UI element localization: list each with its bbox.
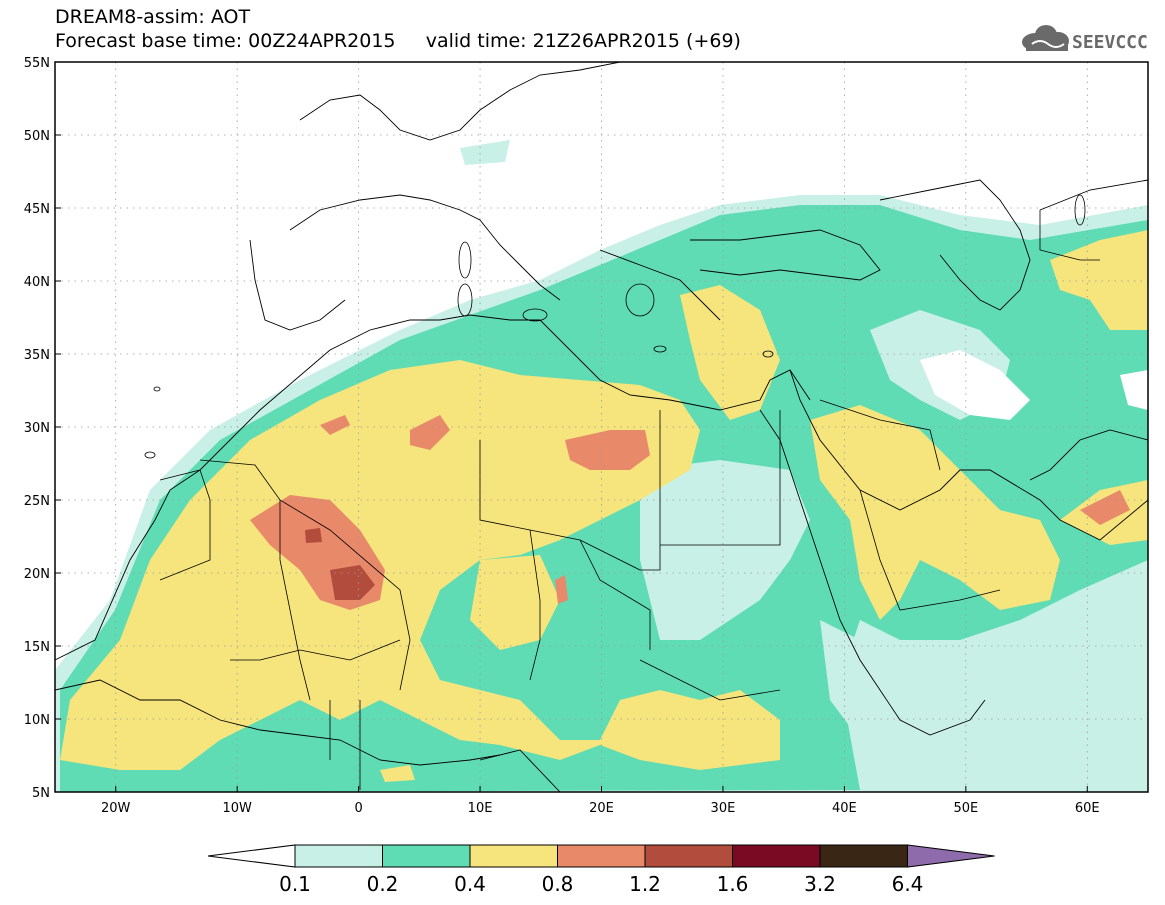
colorbar-level-label: 0.2 xyxy=(367,872,399,896)
lat-tick-label: 50N xyxy=(24,129,50,144)
colorbar-swatch xyxy=(732,844,821,868)
lat-tick-label: 5N xyxy=(32,786,50,801)
lat-tick-label: 10N xyxy=(24,713,50,728)
colorbar-level-label: 1.6 xyxy=(717,872,749,896)
colorbar-level-label: 0.4 xyxy=(454,872,486,896)
colorbar-swatch xyxy=(382,844,471,868)
lat-tick-label: 45N xyxy=(24,202,50,217)
colorbar-level-label: 0.1 xyxy=(279,872,311,896)
country-borders xyxy=(159,210,1100,790)
colorbar-swatch xyxy=(819,844,908,868)
colorbar-level-label: 3.2 xyxy=(804,872,836,896)
lon-tick-label: 60E xyxy=(1075,801,1100,816)
longitude-axis: 20W 10W 0 10E 20E 30E 40E 50E 60E xyxy=(101,786,1100,816)
lat-tick-label: 35N xyxy=(24,348,50,363)
lat-tick-label: 40N xyxy=(24,275,50,290)
colorbar-min-arrow xyxy=(207,844,296,868)
lat-tick-label: 15N xyxy=(24,640,50,655)
colorbar-swatch xyxy=(469,844,558,868)
map-title: DREAM8-assim: AOT xyxy=(55,6,251,28)
lon-tick-label: 20W xyxy=(101,801,131,816)
colorbar-swatch xyxy=(294,844,383,868)
colorbar-swatch xyxy=(557,844,646,868)
lon-tick-label: 0 xyxy=(354,801,362,816)
lat-tick-label: 30N xyxy=(24,421,50,436)
lon-tick-label: 50E xyxy=(953,801,978,816)
colorbar-swatch xyxy=(644,844,733,868)
islands xyxy=(144,194,1086,459)
lon-tick-label: 10E xyxy=(468,801,493,816)
lon-tick-label: 10W xyxy=(222,801,252,816)
coastlines xyxy=(55,62,1148,792)
map-plot-area xyxy=(55,62,1148,792)
lat-tick-label: 20N xyxy=(24,567,50,582)
colorbar-level-label: 0.8 xyxy=(542,872,574,896)
lon-tick-label: 20E xyxy=(589,801,614,816)
lon-tick-label: 30E xyxy=(711,801,736,816)
logo-text: SEEVCCC xyxy=(1072,32,1148,53)
graticule xyxy=(55,62,1148,792)
colorbar-level-label: 1.2 xyxy=(629,872,661,896)
lon-tick-label: 40E xyxy=(832,801,857,816)
latitude-axis: 55N 50N 45N 40N 35N 30N 25N 20N 15N 10N 5N xyxy=(24,56,61,801)
lat-tick-label: 55N xyxy=(24,56,50,71)
forecast-time-info: Forecast base time: 00Z24APR2015 valid t… xyxy=(55,30,741,52)
colorbar-level-label: 6.4 xyxy=(892,872,924,896)
colorbar-max-arrow xyxy=(907,844,995,868)
aot-band-1.2-1.6 xyxy=(305,528,375,600)
cloud-icon xyxy=(1022,25,1069,51)
seevccc-logo: SEEVCCC xyxy=(1022,25,1148,53)
aot-white-region xyxy=(920,350,1148,420)
lat-tick-label: 25N xyxy=(24,494,50,509)
